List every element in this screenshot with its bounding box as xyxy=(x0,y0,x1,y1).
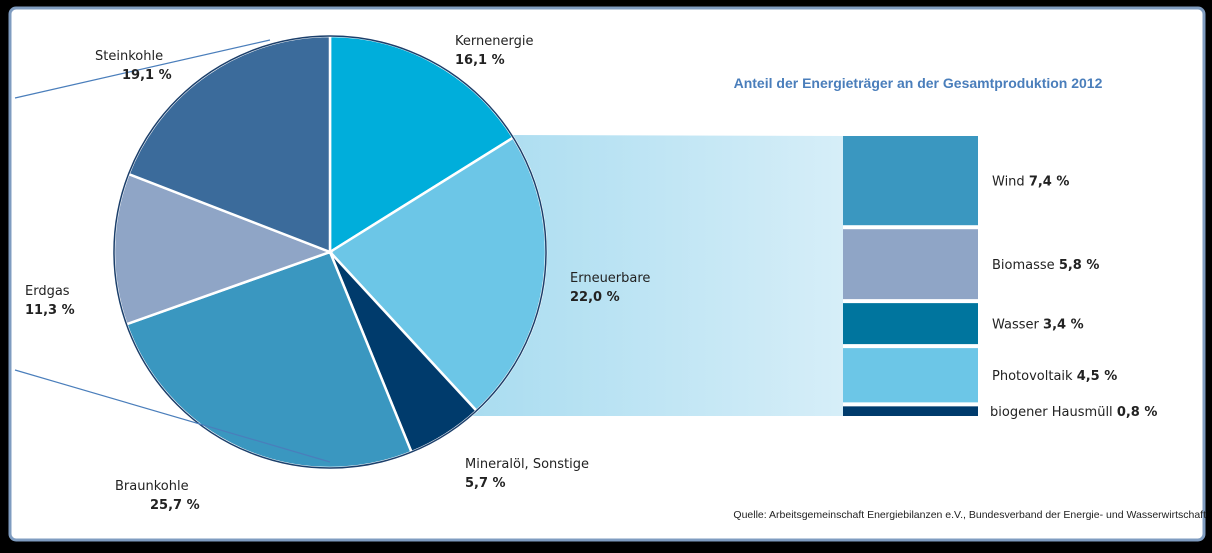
breakdown-label: Biomasse 5,8 % xyxy=(992,258,1099,273)
breakdown-name: Wind xyxy=(992,175,1025,190)
breakdown-value: 3,4 % xyxy=(1043,318,1084,333)
slice-value: 25,7 % xyxy=(150,498,200,513)
slice-value: 16,1 % xyxy=(455,53,505,68)
pie-outline xyxy=(113,35,547,469)
breakdown-name: Biomasse xyxy=(992,258,1055,273)
slice-value: 5,7 % xyxy=(465,476,506,491)
slice-label: Erneuerbare xyxy=(570,271,650,286)
breakdown-segment xyxy=(843,303,978,345)
pie xyxy=(112,34,548,470)
breakdown-label: Wasser 3,4 % xyxy=(992,318,1084,333)
breakdown-value: 0,8 % xyxy=(1117,405,1158,420)
breakdown-name: biogener Hausmüll xyxy=(990,405,1113,420)
connector xyxy=(14,39,271,99)
slice-label: Braunkohle xyxy=(115,479,189,494)
slice-value: 22,0 % xyxy=(570,290,620,305)
source: Quelle: Arbeitsgemeinschaft Energiebilan… xyxy=(733,509,1206,521)
chart-title: Anteil der Energieträger an der Gesamtpr… xyxy=(734,75,1103,91)
slice-label: Steinkohle xyxy=(95,49,163,64)
breakdown-value: 4,5 % xyxy=(1077,369,1118,384)
breakdown-label: Photovoltaik 4,5 % xyxy=(992,369,1117,384)
slice-value: 19,1 % xyxy=(122,68,172,83)
breakdown-wedge xyxy=(470,135,843,416)
breakdown-segment xyxy=(843,406,978,416)
slice-value: 11,3 % xyxy=(25,303,75,318)
breakdown-label: Wind 7,4 % xyxy=(992,175,1069,190)
slice-label: Kernenergie xyxy=(455,34,533,49)
breakdown-value: 5,8 % xyxy=(1059,258,1100,273)
breakdown-value: 7,4 % xyxy=(1029,175,1070,190)
breakdown-name: Photovoltaik xyxy=(992,369,1073,384)
breakdown-segment xyxy=(843,136,978,226)
breakdown-segment xyxy=(843,229,978,300)
breakdown-label: biogener Hausmüll 0,8 % xyxy=(990,405,1157,420)
slice-label: Mineralöl, Sonstige xyxy=(465,457,589,472)
connector xyxy=(14,369,331,463)
slice-label: Erdgas xyxy=(25,284,70,299)
breakdown-name: Wasser xyxy=(992,318,1040,333)
breakdown-segment xyxy=(843,348,978,403)
